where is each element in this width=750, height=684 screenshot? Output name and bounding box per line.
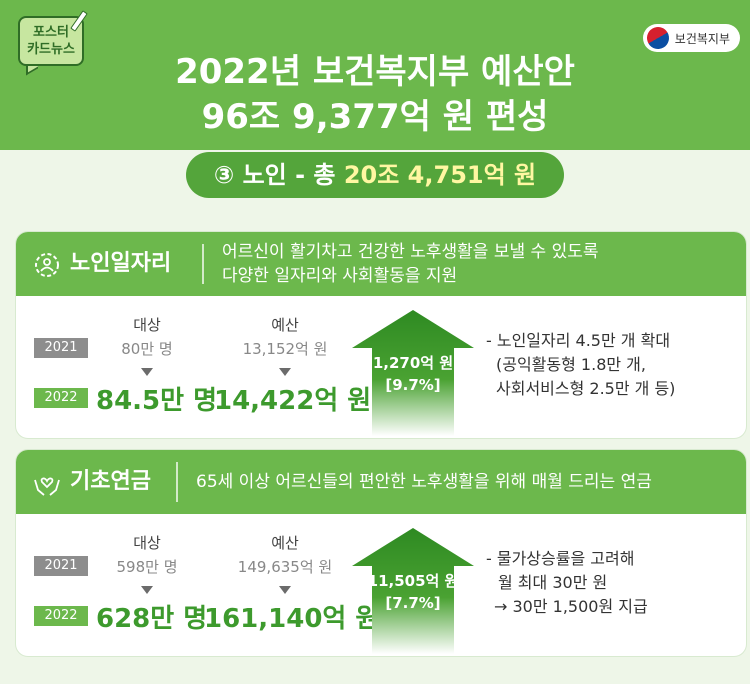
section-notes: - 물가상승률을 고려해 월 최대 30만 원 → 30만 1,500원 지급 <box>486 548 648 620</box>
header-divider <box>202 244 204 284</box>
target-2022: 628만 명 <box>96 604 208 634</box>
note-line: - 노인일자리 4.5만 개 확대 <box>486 331 671 350</box>
increase-arrow: 1,270억 원 [9.7%] <box>350 308 476 436</box>
down-arrow-icon <box>141 368 153 376</box>
increase-percent: [9.7%] <box>385 376 441 394</box>
subtitle-prefix: ③ 노인 - 총 <box>213 161 344 189</box>
increase-amount: 1,270억 원 <box>372 354 454 372</box>
note-line: (공익활동형 1.8만 개, <box>496 355 646 374</box>
year-2021-badge: 2021 <box>34 338 88 358</box>
section-notes: - 노인일자리 4.5만 개 확대 (공익활동형 1.8만 개, 사회서비스형 … <box>486 330 675 402</box>
section-senior-jobs: 노인일자리 어르신이 활기차고 건강한 노후생활을 보낼 수 있도록 다양한 일… <box>16 232 746 438</box>
budget-2022: 14,422억 원 <box>214 386 372 416</box>
note-line: → 30만 1,500원 지급 <box>494 597 648 616</box>
section-header: 기초연금 65세 이상 어르신들의 편안한 노후생활을 위해 매월 드리는 연금 <box>16 450 746 514</box>
down-arrow-icon <box>141 586 153 594</box>
subtitle-pill: ③ 노인 - 총 20조 4,751억 원 <box>186 152 564 198</box>
section-title: 노인일자리 <box>70 251 172 276</box>
increase-amount: 11,505억 원 <box>367 572 459 590</box>
description-line1: 65세 이상 어르신들의 편안한 노후생활을 위해 매월 드리는 연금 <box>196 472 652 492</box>
note-line: 월 최대 30만 원 <box>498 573 608 592</box>
ministry-name: 보건복지부 <box>674 31 730 46</box>
section-description: 어르신이 활기차고 건강한 노후생활을 보낼 수 있도록 다양한 일자리와 사회… <box>222 240 599 288</box>
title-line1: 2022년 보건복지부 예산안 <box>175 52 575 92</box>
target-2021: 80만 명 <box>121 340 173 358</box>
section-basic-pension: 기초연금 65세 이상 어르신들의 편안한 노후생활을 위해 매월 드리는 연금… <box>16 450 746 656</box>
title-line2: 96조 9,377억 원 편성 <box>201 97 549 137</box>
note-line: 사회서비스형 2.5만 개 등) <box>496 379 676 398</box>
target-2021: 598만 명 <box>116 558 178 576</box>
budget-2021: 149,635억 원 <box>237 558 333 576</box>
increase-percent: [7.7%] <box>385 594 441 612</box>
taegeuk-icon <box>642 22 673 54</box>
increase-arrow: 11,505억 원 [7.7%] <box>350 526 476 654</box>
budget-column-header: 예산 <box>271 534 299 552</box>
up-arrow-icon <box>352 528 474 654</box>
section-description: 65세 이상 어르신들의 편안한 노후생활을 위해 매월 드리는 연금 <box>196 470 652 494</box>
up-arrow-icon <box>352 310 474 436</box>
down-arrow-icon <box>279 586 291 594</box>
page-title: 2022년 보건복지부 예산안 96조 9,377억 원 편성 <box>0 50 750 140</box>
down-arrow-icon <box>279 368 291 376</box>
budget-2022: 161,140억 원 <box>204 604 380 634</box>
year-2022-badge: 2022 <box>34 606 88 626</box>
ministry-logo: 보건복지부 <box>642 22 740 54</box>
badge-line2: 카드뉴스 <box>27 42 75 57</box>
year-2022-badge: 2022 <box>34 388 88 408</box>
budget-2021: 13,152억 원 <box>242 340 328 358</box>
section-header: 노인일자리 어르신이 활기차고 건강한 노후생활을 보낼 수 있도록 다양한 일… <box>16 232 746 296</box>
target-column-header: 대상 <box>133 316 161 334</box>
increase-label: 1,270억 원 [9.7%] <box>350 352 476 396</box>
gear-person-icon <box>35 253 59 277</box>
increase-label: 11,505억 원 [7.7%] <box>350 570 476 614</box>
description-line2: 다양한 일자리와 사회활동을 지원 <box>222 266 458 286</box>
note-line: - 물가상승률을 고려해 <box>486 549 635 568</box>
description-line1: 어르신이 활기차고 건강한 노후생활을 보낼 수 있도록 <box>222 242 599 262</box>
badge-line1: 포스터 <box>33 25 69 40</box>
section-title: 기초연금 <box>70 469 151 494</box>
header-divider <box>176 462 178 502</box>
subtitle-amount: 20조 4,751억 원 <box>343 161 537 189</box>
target-2022: 84.5만 명 <box>96 386 218 416</box>
header-banner: 포스터 카드뉴스 보건복지부 2022년 보건복지부 예산안 96조 9,377… <box>0 0 750 150</box>
year-2021-badge: 2021 <box>34 556 88 576</box>
target-column-header: 대상 <box>133 534 161 552</box>
hands-heart-icon <box>34 477 60 496</box>
budget-column-header: 예산 <box>271 316 299 334</box>
